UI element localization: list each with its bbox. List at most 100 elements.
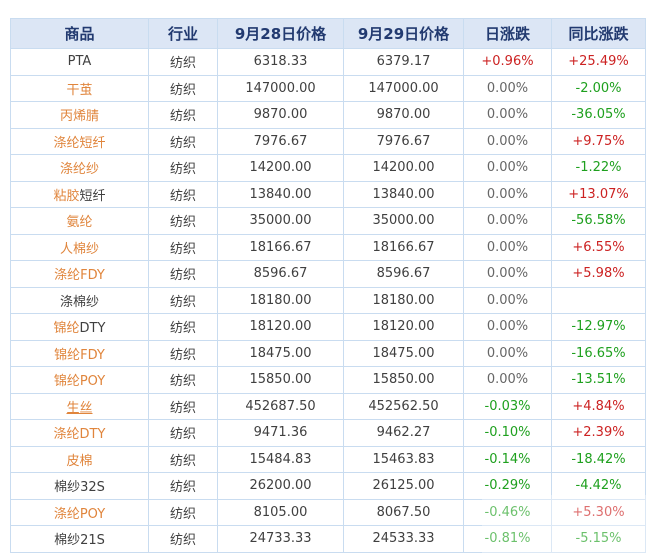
commodity-link[interactable]: 锦纶FDY (54, 347, 105, 363)
table-row: 涤纶短纤 纺织 7976.67 7976.67 0.00% +9.75% (10, 127, 646, 155)
daily-change-value: 0.00% (486, 292, 529, 308)
yoy-change-cell: +25.49% (551, 48, 646, 76)
yoy-change-value: -36.05% (571, 107, 626, 123)
daily-change-cell: 0.00% (463, 154, 552, 182)
commodity-link[interactable]: 丙烯腈 (59, 109, 99, 125)
yoy-change-cell: -5.15% (551, 525, 646, 553)
price-0928-cell: 24733.33 (217, 525, 344, 553)
daily-change-value: 0.00% (486, 372, 529, 388)
yoy-change-cell: +13.07% (551, 180, 646, 208)
price-0929-cell: 13840.00 (343, 180, 464, 208)
price-0929-cell: 35000.00 (343, 207, 464, 235)
daily-change-cell: 0.00% (463, 366, 552, 394)
table-row: 人棉纱 纺织 18166.67 18166.67 0.00% +6.55% (10, 233, 646, 261)
yoy-change-cell: +6.55% (551, 233, 646, 261)
commodity-link[interactable]: 涤纶POY (53, 506, 106, 522)
commodity-name: 棉纱21S (54, 533, 105, 549)
yoy-change-cell: -36.05% (551, 101, 646, 129)
price-0929-cell: 15850.00 (343, 366, 464, 394)
daily-change-value: 0.00% (486, 345, 529, 361)
yoy-change-cell: -1.22% (551, 154, 646, 182)
yoy-change-value: -2.00% (575, 80, 622, 96)
commodity-link[interactable]: 生丝 (66, 400, 93, 416)
daily-change-cell: 0.00% (463, 286, 552, 314)
commodity-name: PTA (67, 54, 92, 70)
industry-cell: 纺织 (148, 260, 218, 288)
price-0928-cell: 35000.00 (217, 207, 344, 235)
yoy-change-value: +9.75% (572, 133, 625, 149)
price-0928-cell: 14200.00 (217, 154, 344, 182)
yoy-change-cell: -56.58% (551, 207, 646, 235)
commodity-link[interactable]: 涤纶短纤 (53, 135, 106, 151)
price-0928-cell: 15850.00 (217, 366, 344, 394)
yoy-change-value: -1.22% (575, 160, 622, 176)
column-header-yoy-change: 同比涨跌 (551, 18, 646, 49)
daily-change-cell: -0.10% (463, 419, 552, 447)
column-header-industry: 行业 (148, 18, 218, 49)
price-0929-cell: 452562.50 (343, 392, 464, 420)
daily-change-cell: 0.00% (463, 313, 552, 341)
daily-change-value: 0.00% (486, 239, 529, 255)
commodity-link[interactable]: 涤纶DTY (53, 427, 106, 443)
commodity-link[interactable]: 氨纶 (66, 215, 93, 231)
daily-change-cell: 0.00% (463, 74, 552, 102)
daily-change-cell: 0.00% (463, 260, 552, 288)
daily-change-value: -0.14% (484, 451, 531, 467)
daily-change-cell: -0.29% (463, 472, 552, 500)
daily-change-cell: 0.00% (463, 101, 552, 129)
price-0928-cell: 8596.67 (217, 260, 344, 288)
commodity-link[interactable]: 粘胶 (53, 188, 80, 204)
yoy-change-value: +4.84% (572, 398, 625, 414)
commodity-link[interactable]: 皮棉 (66, 453, 93, 469)
column-header-price-0928: 9月28日价格 (217, 18, 344, 49)
commodity-link[interactable]: 锦纶 (53, 321, 80, 337)
yoy-change-value: +13.07% (568, 186, 629, 202)
price-0928-cell: 452687.50 (217, 392, 344, 420)
commodity-price-table: 商品 行业 9月28日价格 9月29日价格 日涨跌 同比涨跌 PTA 纺织 6318… (10, 18, 646, 553)
industry-cell: 纺织 (148, 366, 218, 394)
table-row: 涤纶纱 纺织 14200.00 14200.00 0.00% -1.22% (10, 154, 646, 182)
price-0929-cell: 18120.00 (343, 313, 464, 341)
table-row: 涤棉纱 纺织 18180.00 18180.00 0.00% (10, 286, 646, 314)
industry-cell: 纺织 (148, 419, 218, 447)
commodity-cell: 锦纶POY (10, 366, 149, 394)
commodity-link[interactable]: 锦纶POY (53, 374, 106, 390)
commodity-name: DTY (79, 321, 106, 337)
commodity-cell: 涤纶DTY (10, 419, 149, 447)
industry-cell: 纺织 (148, 127, 218, 155)
price-0929-cell: 14200.00 (343, 154, 464, 182)
commodity-cell: 氨纶 (10, 207, 149, 235)
daily-change-cell: 0.00% (463, 339, 552, 367)
yoy-change-value: -12.97% (571, 319, 626, 335)
commodity-link[interactable]: 涤纶纱 (59, 162, 99, 178)
yoy-change-value: -5.15% (575, 531, 622, 547)
yoy-change-cell: -13.51% (551, 366, 646, 394)
commodity-link[interactable]: 人棉纱 (59, 241, 99, 257)
yoy-change-cell (551, 286, 646, 314)
price-0928-cell: 6318.33 (217, 48, 344, 76)
yoy-change-cell: -2.00% (551, 74, 646, 102)
daily-change-cell: 0.00% (463, 207, 552, 235)
daily-change-value: 0.00% (486, 319, 529, 335)
commodity-cell: 皮棉 (10, 445, 149, 473)
industry-cell: 纺织 (148, 48, 218, 76)
industry-cell: 纺织 (148, 339, 218, 367)
table-row: 棉纱21S 纺织 24733.33 24533.33 -0.81% -5.15% (10, 525, 646, 553)
daily-change-value: -0.81% (484, 531, 531, 547)
industry-cell: 纺织 (148, 207, 218, 235)
yoy-change-cell: +5.30% (551, 498, 646, 526)
commodity-link[interactable]: 涤纶FDY (54, 268, 105, 284)
table-body: PTA 纺织 6318.33 6379.17 +0.96% +25.49% 干茧 纺织 1470… (10, 48, 646, 553)
daily-change-value: -0.46% (484, 504, 531, 520)
table-row: 涤纶DTY 纺织 9471.36 9462.27 -0.10% +2.39% (10, 419, 646, 447)
table-row: 锦纶DTY 纺织 18120.00 18120.00 0.00% -12.97% (10, 313, 646, 341)
daily-change-value: 0.00% (486, 266, 529, 282)
yoy-change-cell: -18.42% (551, 445, 646, 473)
yoy-change-value: -56.58% (571, 213, 626, 229)
price-0928-cell: 26200.00 (217, 472, 344, 500)
price-0929-cell: 15463.83 (343, 445, 464, 473)
price-0929-cell: 7976.67 (343, 127, 464, 155)
industry-cell: 纺织 (148, 525, 218, 553)
commodity-link[interactable]: 干茧 (66, 82, 93, 98)
industry-cell: 纺织 (148, 498, 218, 526)
